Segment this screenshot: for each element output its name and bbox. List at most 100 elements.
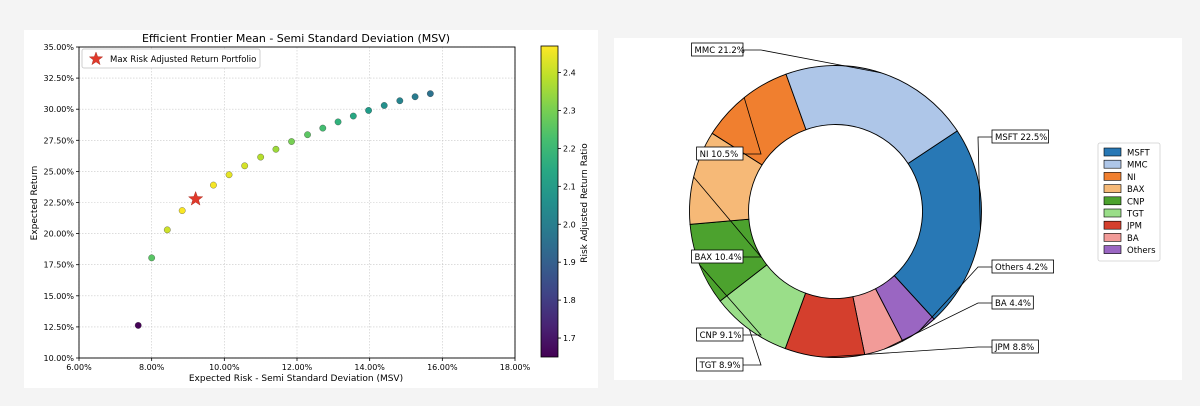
legend-box [81,48,261,69]
donut-callouts: MSFT 22.5% Others 4.2% BA 4.4% JPM 8.8% TGT … [691,42,1054,372]
callout-box [991,339,1039,354]
legend-swatch [1103,159,1122,169]
callout-line [883,302,992,350]
frontier-point [163,226,171,234]
legend-swatch [1103,147,1122,157]
frontier-point [148,254,156,262]
callout-label: MMC 21.2% [695,46,745,56]
frontier-points [134,90,434,329]
callout-label: BA 4.4% [995,299,1031,309]
y-axis-label: Expected Return [30,166,40,241]
legend-swatch [1103,233,1122,242]
frontier-point [334,118,342,126]
callout-label: BAX 10.4% [695,253,742,263]
frontier-point [178,207,186,214]
legend-item-label: MMC [1127,161,1148,171]
frontier-point [380,102,388,109]
y-tick-label: 15.00% [43,292,74,301]
colorbar-tick-label: 2.1 [563,182,576,191]
callout-label: CNP 9.1% [700,331,742,341]
x-tick-label: 14.00% [354,363,385,372]
plot-frame [78,46,516,359]
axis-ticks: 6.00% 8.00% 10.00% 12.00% 14.00% 16.00% 18.00%… [43,43,530,372]
frontier-point [365,107,372,114]
callout-box [991,295,1034,310]
callout-label: MSFT 22.5% [995,133,1047,143]
y-tick-label: 10.00% [43,354,74,363]
grid-lines [78,46,516,359]
frontier-point [272,145,280,153]
y-tick-label: 22.50% [43,199,74,208]
x-tick-label: 18.00% [500,363,531,372]
donut-legend: MSFT MMC NI BAX CNP TGT JPM BA Others [1097,142,1161,262]
colorbar-tick-label: 1.8 [563,296,576,305]
callout-line [743,97,762,155]
legend-item-label: NI [1127,173,1136,183]
y-tick-label: 32.50% [43,74,74,83]
callout-label: NI 10.5% [700,150,739,160]
x-tick-label: 6.00% [66,363,92,372]
y-tick-label: 20.00% [43,230,74,239]
callout-label: Others 4.2% [995,263,1048,273]
legend-item-label: Others [1127,246,1156,256]
frontier-point [210,181,217,189]
y-tick-label: 30.00% [43,105,74,114]
frontier-point [319,124,327,132]
y-tick-label: 35.00% [43,43,74,52]
frontier-point [304,131,311,139]
colorbar-tick-label: 2.2 [563,144,576,153]
colorbar-tick-label: 2.0 [563,220,576,229]
legend-label: Max Risk Adjusted Return Portfolio [110,55,256,65]
colorbar-tick-label: 2.3 [563,106,576,115]
y-tick-label: 27.50% [43,136,74,145]
donut-slices [689,65,982,358]
x-tick-label: 10.00% [209,363,240,372]
frontier-point [225,171,233,179]
colorbar-label: Risk Adjusted Return Ratio [580,143,590,263]
legend-item-label: CNP [1127,197,1144,207]
legend-star-icon [88,51,104,66]
colorbar-tick-label: 1.9 [563,258,576,267]
legend-swatch [1103,208,1122,218]
legend-swatch [1103,196,1122,206]
y-tick-label: 12.50% [43,323,74,332]
callout-line [977,136,992,230]
frontier-point [288,138,295,145]
callout-label: JPM 8.8% [994,343,1034,353]
legend-item-label: BAX [1127,185,1145,195]
legend-item-label: TGT [1126,210,1144,220]
callout-box [696,146,744,161]
colorbar-tick-label: 1.7 [563,334,576,343]
frontier-point [134,322,142,329]
y-tick-label: 17.50% [43,261,74,270]
y-tick-label: 25.00% [43,167,74,176]
frontier-point [426,90,434,98]
callout-line [918,266,992,332]
callout-line [693,176,762,258]
frontier-point [396,97,404,105]
efficient-frontier-chart: Efficient Frontier Mean - Semi Standard … [30,32,590,384]
chart-title: Efficient Frontier Mean - Semi Standard … [142,32,450,45]
callout-box [991,129,1049,144]
colorbar: 1.7 1.8 1.9 2.0 2.1 2.2 2.3 2.4 [540,45,576,358]
allocation-donut-chart: MSFT 22.5% Others 4.2% BA 4.4% JPM 8.8% TGT … [689,42,1161,372]
legend-swatch [1103,172,1122,181]
frontier-point [241,162,249,170]
left-panel-background [24,30,598,388]
legend-item-label: MSFT [1127,149,1150,159]
frontier-point [411,93,419,101]
colorbar-tick-label: 2.4 [563,69,576,78]
max-portfolio-star [187,190,204,206]
legend-item-label: JPM [1126,222,1142,232]
x-tick-label: 12.00% [282,363,313,372]
x-tick-label: 16.00% [427,363,458,372]
legend-item-label: BA [1127,234,1139,244]
callout-box [696,357,744,372]
legend-star-marker [88,51,104,66]
legend-swatch [1103,220,1122,230]
frontier-point [257,153,265,161]
callout-box [691,42,744,57]
legend-swatch [1103,184,1122,193]
frontier-point [349,112,357,120]
